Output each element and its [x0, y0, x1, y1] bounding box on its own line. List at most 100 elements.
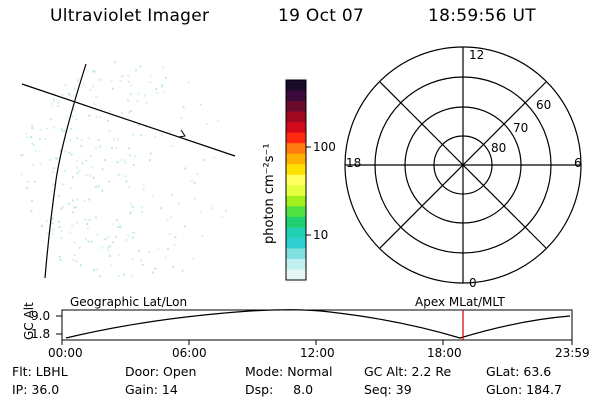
- aurora-pixel: [149, 152, 152, 155]
- aurora-pixel: [213, 156, 216, 159]
- aurora-pixel: [187, 81, 190, 84]
- aurora-pixel: [45, 219, 48, 222]
- aurora-pixel: [125, 180, 128, 183]
- colorbar-unit-label: photon cm⁻²s⁻¹: [262, 143, 277, 244]
- aurora-pixel: [174, 236, 177, 239]
- geographic-title: Geographic Lat/Lon: [70, 295, 188, 309]
- aurora-pixel: [97, 185, 100, 188]
- aurora-pixel: [100, 79, 103, 81]
- aurora-pixel: [72, 176, 74, 179]
- aurora-pixel: [194, 197, 196, 200]
- aurora-pixel: [51, 233, 54, 235]
- aurora-pixel: [184, 225, 186, 228]
- colorbar-segment: [286, 237, 306, 249]
- aurora-pixel: [109, 110, 112, 113]
- aurora-pixel: [95, 95, 98, 98]
- aurora-pixel: [119, 158, 122, 161]
- aurora-pixel: [131, 231, 134, 234]
- aurora-pixel: [170, 144, 173, 147]
- aurora-pixel: [53, 93, 56, 96]
- aurora-pixel: [127, 99, 130, 102]
- aurora-pixel: [157, 248, 160, 251]
- colorbar-label-10: 10: [313, 228, 329, 242]
- colorbar-segment: [286, 216, 306, 228]
- aurora-pixel: [116, 219, 118, 222]
- aurora-pixel: [129, 202, 132, 205]
- aurora-pixel: [129, 212, 132, 215]
- aurora-pixel: [31, 164, 34, 167]
- aurora-pixel: [76, 171, 79, 174]
- aurora-pixel: [99, 275, 102, 278]
- alt-x-ticks: [61, 340, 573, 345]
- aurora-pixel: [136, 100, 139, 103]
- instrument-title: Ultraviolet Imager: [50, 6, 210, 26]
- aurora-pixel: [96, 233, 99, 236]
- aurora-pixel: [31, 127, 34, 130]
- aurora-pixel: [128, 111, 130, 114]
- aurora-pixel: [101, 168, 104, 171]
- aurora-pixel: [52, 183, 55, 186]
- aurora-pixel: [127, 74, 130, 77]
- aurora-pixel: [87, 240, 90, 243]
- aurora-pixel: [117, 138, 120, 141]
- aurora-pixel: [115, 147, 118, 150]
- aurora-pixel: [93, 103, 95, 105]
- aurora-pixel: [196, 172, 199, 175]
- aurora-pixel: [107, 236, 110, 239]
- aurora-pixel: [83, 199, 86, 202]
- aurora-pixel: [40, 225, 43, 228]
- aurora-pixel: [171, 193, 174, 196]
- colorbar-segment: [286, 227, 306, 239]
- aurora-pixel: [112, 241, 115, 244]
- aurora-pixel: [21, 173, 24, 176]
- colorbar-frame: [285, 79, 307, 281]
- aurora-pixel: [104, 159, 106, 162]
- aurora-pixel: [25, 132, 28, 135]
- aurora-pixel: [173, 243, 176, 246]
- aurora-pixel: [39, 128, 42, 131]
- aurora-pixel: [52, 171, 54, 174]
- aurora-pixel: [93, 70, 96, 73]
- aurora-pixel: [144, 94, 146, 97]
- aurora-pixel: [39, 150, 41, 153]
- aurora-pixel: [30, 210, 33, 213]
- aurora-pixel: [78, 246, 81, 249]
- aurora-pixel: [76, 79, 79, 82]
- aurora-pixel: [53, 126, 56, 129]
- aurora-pixel: [132, 134, 135, 137]
- aurora-pixel: [76, 198, 79, 201]
- colorbar-segment: [286, 143, 306, 155]
- aurora-pixel: [61, 128, 63, 131]
- aurora-pixel: [70, 127, 73, 130]
- alt-xtick-label-18: 18:00: [427, 346, 462, 360]
- colorbar-segment: [286, 269, 306, 281]
- aurora-pixel: [96, 268, 99, 271]
- colorbar-segment: [286, 185, 306, 197]
- aurora-pixel: [58, 255, 61, 258]
- aurora-pixel: [59, 258, 62, 261]
- aurora-pixel: [154, 267, 157, 270]
- aurora-pixel: [38, 137, 41, 140]
- aurora-pixel: [31, 124, 34, 127]
- aurora-pixel: [132, 163, 135, 166]
- aurora-pixel: [73, 241, 76, 244]
- aurora-pixel: [101, 189, 104, 192]
- aurora-pixel: [123, 273, 125, 276]
- aurora-pixel: [161, 84, 164, 87]
- aurora-pixel: [151, 195, 154, 198]
- info-gain: Gain: 14: [125, 382, 178, 397]
- terminator-line: [44, 63, 87, 279]
- aurora-pixel: [52, 217, 54, 220]
- aurora-pixel: [117, 275, 120, 277]
- aurora-pixel: [117, 226, 120, 229]
- aurora-pixel: [110, 79, 113, 82]
- aurora-pixel: [39, 163, 42, 166]
- colorbar-segment: [286, 80, 306, 92]
- date-label: 19 Oct 07: [278, 6, 365, 26]
- aurora-pixel: [114, 61, 117, 64]
- aurora-pixel: [75, 166, 78, 169]
- aurora-pixel: [119, 80, 122, 82]
- aurora-pixel: [92, 85, 95, 88]
- aurora-pixel: [93, 269, 96, 272]
- aurora-pixel: [202, 159, 205, 162]
